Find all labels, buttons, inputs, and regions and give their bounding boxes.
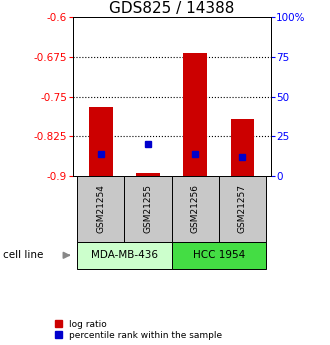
Bar [172, 176, 219, 242]
Bar [124, 176, 172, 242]
Text: GSM21255: GSM21255 [144, 184, 152, 233]
Bar [231, 119, 254, 176]
Title: GDS825 / 14388: GDS825 / 14388 [109, 1, 234, 16]
Text: GSM21257: GSM21257 [238, 184, 247, 233]
Text: GSM21256: GSM21256 [191, 184, 200, 233]
Bar [77, 176, 124, 242]
Legend: log ratio, percentile rank within the sample: log ratio, percentile rank within the sa… [54, 319, 223, 341]
Bar [219, 176, 266, 242]
Text: cell line: cell line [3, 250, 44, 260]
Bar [77, 241, 172, 269]
Bar [89, 107, 113, 176]
Text: HCC 1954: HCC 1954 [193, 250, 245, 260]
Bar [183, 53, 207, 176]
Text: MDA-MB-436: MDA-MB-436 [91, 250, 158, 260]
Text: GSM21254: GSM21254 [96, 184, 105, 233]
Bar [172, 241, 266, 269]
Bar [136, 173, 160, 176]
